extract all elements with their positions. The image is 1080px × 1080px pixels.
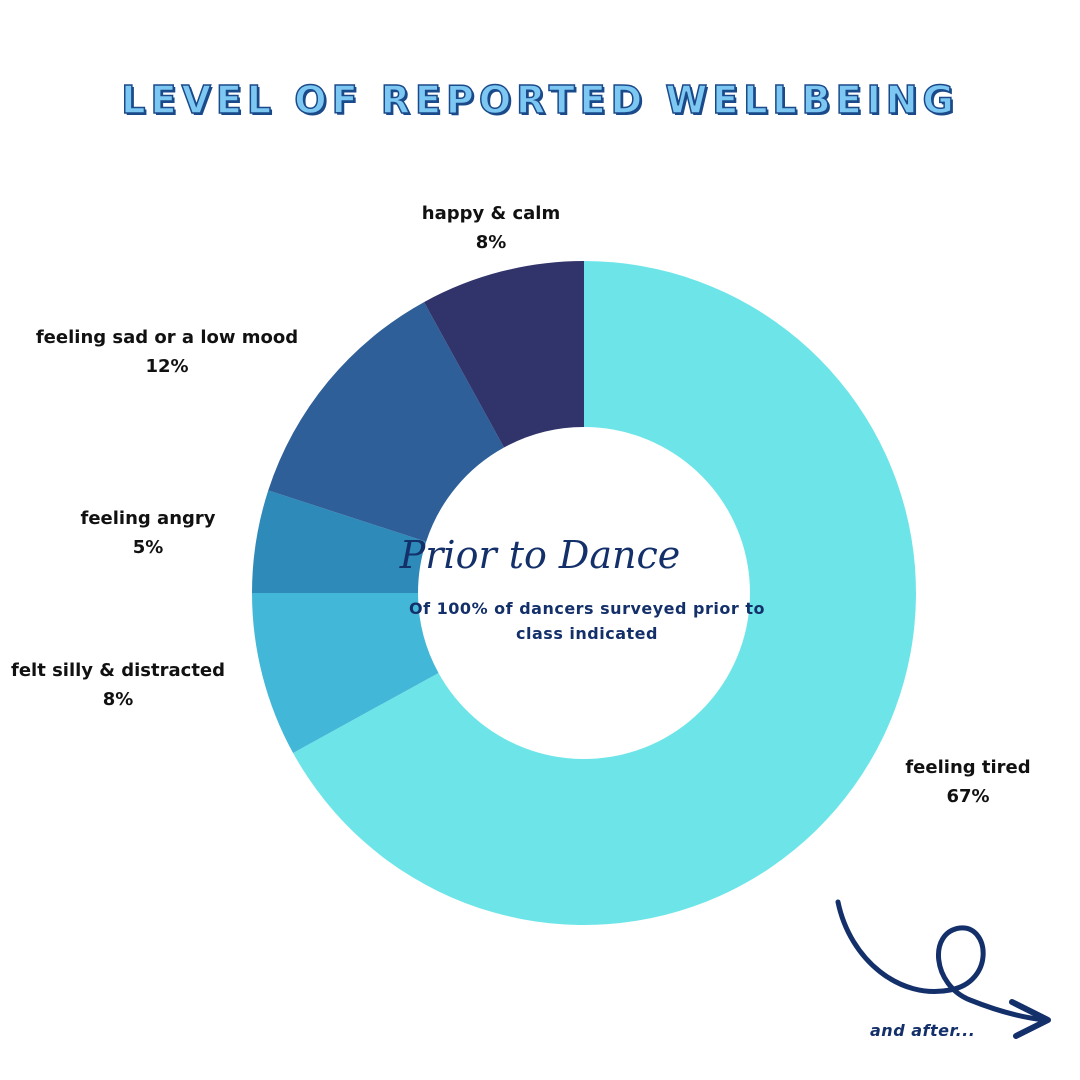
label-value: 67% — [946, 786, 990, 807]
label-felt-silly: felt silly & distracted 8% — [11, 656, 225, 714]
slice-feeling-tired — [293, 261, 917, 926]
slice-feeling-angry — [252, 490, 427, 593]
label-feeling-tired: feeling tired 67% — [905, 753, 1030, 811]
center-title: Prior to Dance — [399, 533, 681, 577]
label-feeling-sad: feeling sad or a low mood 12% — [36, 323, 298, 381]
label-name: feeling sad or a low mood — [35, 327, 299, 348]
label-name: happy & calm — [421, 203, 561, 224]
slice-felt-silly-distracted — [252, 593, 439, 753]
label-name: feeling tired — [905, 757, 1031, 778]
curly-arrow-icon[interactable] — [820, 890, 1070, 1060]
label-value: 12% — [145, 356, 189, 377]
slice-happy-calm — [424, 261, 584, 448]
label-value: 8% — [475, 232, 507, 253]
slice-feeling-sad-or-a-low-mood — [268, 302, 505, 542]
label-name: feeling angry — [80, 508, 216, 529]
and-after-link[interactable]: and after... — [870, 1021, 976, 1040]
label-value: 8% — [102, 689, 134, 710]
center-subtitle: Of 100% of dancers surveyed prior to cla… — [409, 599, 765, 643]
label-feeling-angry: feeling angry 5% — [80, 504, 215, 562]
label-value: 5% — [132, 537, 164, 558]
label-happy-calm: happy & calm 8% — [422, 199, 560, 257]
label-name: felt silly & distracted — [10, 660, 226, 681]
chart-title: LEVEL OF REPORTED WELLBEING — [121, 77, 959, 123]
